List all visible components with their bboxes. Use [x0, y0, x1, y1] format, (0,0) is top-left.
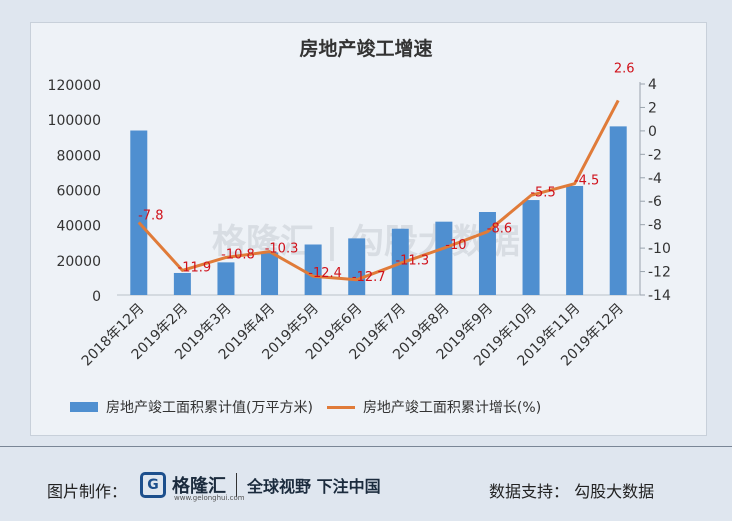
bar — [217, 262, 235, 295]
y-left-tick-label: 20000 — [56, 254, 101, 270]
y-left-tick-label: 120000 — [48, 78, 101, 94]
legend-line-label: 房地产竣工面积累计增长(%) — [362, 400, 542, 416]
data-label: -5.5 — [530, 185, 555, 200]
data-label: -10.8 — [221, 247, 255, 262]
legend-bar-swatch — [70, 402, 98, 412]
y-left-tick-label: 80000 — [56, 148, 101, 164]
y-right-tick-label: 4 — [648, 77, 657, 93]
y-left-tick-label: 40000 — [56, 219, 101, 235]
y-left-tick-label: 100000 — [48, 113, 101, 129]
brand-domain: www.gelonghui.com — [174, 494, 245, 502]
data-label: -11.3 — [395, 253, 429, 268]
y-right-tick-label: -6 — [648, 194, 662, 210]
y-right-tick-label: -14 — [648, 288, 671, 304]
y-left-tick-label: 0 — [92, 289, 101, 305]
y-right-tick-label: -10 — [648, 241, 671, 257]
bar — [348, 238, 366, 295]
footer-divider — [0, 446, 732, 447]
brand-logo: G 格隆汇 www.gelonghui.com 全球视野 下注中国 — [140, 472, 381, 502]
bar — [566, 185, 584, 295]
data-label: -8.6 — [487, 222, 512, 237]
footer: 图片制作： G 格隆汇 www.gelonghui.com 全球视野 下注中国 … — [0, 470, 732, 504]
bar — [609, 126, 627, 296]
bar — [435, 221, 453, 295]
data-label: -11.9 — [178, 260, 212, 275]
data-label: -12.4 — [308, 266, 342, 281]
bar — [522, 200, 540, 295]
brand-name: 格隆汇 — [172, 476, 226, 497]
brand-separator — [236, 473, 237, 497]
legend-line-swatch — [326, 405, 355, 409]
brand-slogan: 全球视野 下注中国 — [247, 477, 381, 496]
data-label: 2.6 — [614, 61, 635, 76]
credit-label: 图片制作： — [47, 482, 128, 501]
data-source: 数据支持： 勾股大数据 — [489, 482, 655, 501]
y-left-tick-label: 60000 — [56, 184, 101, 200]
brand-logo-icon: G — [140, 472, 166, 498]
bar — [130, 130, 148, 295]
data-label: -12.7 — [352, 270, 386, 285]
y-right-tick-label: 2 — [648, 100, 657, 116]
watermark: 格隆汇 | 勾股大数据 — [212, 222, 520, 262]
y-right-tick-label: -2 — [648, 147, 662, 163]
y-right-tick-label: -4 — [648, 171, 662, 187]
bar — [261, 252, 279, 295]
bar — [304, 244, 322, 295]
growth-line — [137, 99, 620, 282]
data-label: -10 — [445, 238, 466, 253]
y-right-tick-label: -12 — [648, 265, 671, 281]
y-right-tick-label: -8 — [648, 218, 662, 234]
chart-legend: 房地产竣工面积累计值(万平方米) 房地产竣工面积累计增长(%) — [70, 397, 541, 417]
chart-title: 房地产竣工增速 — [299, 38, 433, 60]
data-label: -4.5 — [574, 174, 599, 189]
legend-bar-label: 房地产竣工面积累计值(万平方米) — [106, 400, 313, 416]
data-label: -10.3 — [265, 242, 299, 257]
y-right-tick-label: 0 — [648, 124, 657, 140]
bar — [173, 272, 191, 295]
data-label: -7.8 — [138, 208, 163, 223]
